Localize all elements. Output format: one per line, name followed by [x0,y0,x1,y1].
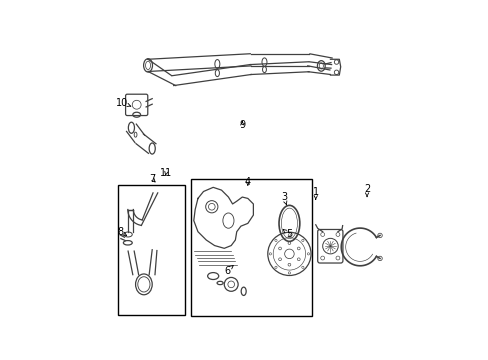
Text: 8: 8 [117,227,126,237]
Bar [191,179,311,316]
Text: 10: 10 [115,98,130,108]
Bar [117,185,185,315]
Text: 4: 4 [244,177,250,187]
Text: 3: 3 [280,192,286,205]
Text: 7: 7 [149,174,155,184]
Text: 2: 2 [363,184,369,197]
Text: 1: 1 [312,186,318,199]
Text: 6: 6 [224,266,233,275]
Text: 5: 5 [283,229,292,239]
Polygon shape [193,187,253,248]
Text: 11: 11 [160,168,172,178]
Text: 9: 9 [239,120,245,130]
